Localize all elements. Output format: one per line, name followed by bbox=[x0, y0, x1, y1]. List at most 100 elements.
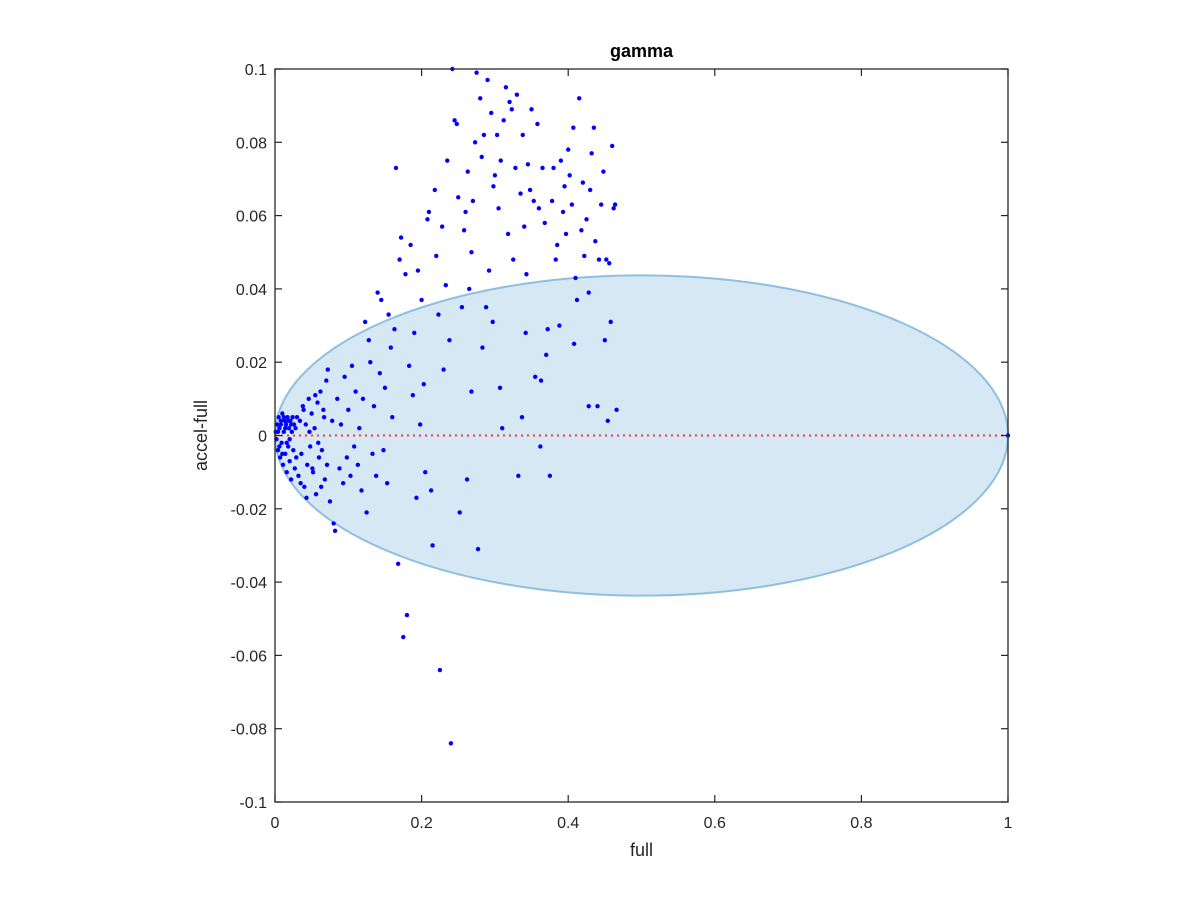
data-point bbox=[284, 469, 289, 475]
data-point bbox=[414, 495, 419, 501]
data-point bbox=[275, 447, 281, 453]
data-point bbox=[536, 206, 542, 211]
data-point bbox=[486, 268, 492, 273]
data-point bbox=[549, 198, 555, 204]
data-point bbox=[538, 378, 544, 383]
data-point bbox=[593, 239, 598, 244]
data-point bbox=[557, 323, 562, 328]
data-point bbox=[563, 231, 569, 237]
data-point bbox=[604, 257, 609, 262]
data-point bbox=[342, 374, 347, 380]
data-point bbox=[404, 612, 410, 618]
data-point bbox=[388, 345, 394, 350]
data-point bbox=[288, 477, 294, 482]
data-point bbox=[415, 268, 421, 273]
data-point bbox=[426, 209, 432, 215]
data-point bbox=[608, 319, 613, 325]
data-point bbox=[321, 407, 326, 413]
data-point bbox=[301, 407, 306, 413]
data-point bbox=[312, 425, 317, 431]
data-point bbox=[612, 202, 618, 207]
y-axis-ticks: -0.1 -0.08 -0.06 -0.04 -0.02 0 0.02 0.04 0.06 0.0… bbox=[231, 62, 1008, 812]
data-point bbox=[580, 180, 586, 185]
data-point bbox=[281, 429, 286, 435]
y-tick-label: -0.02 bbox=[231, 502, 268, 519]
data-point bbox=[457, 510, 462, 515]
data-point bbox=[278, 418, 284, 424]
data-point bbox=[538, 444, 543, 449]
data-point bbox=[294, 455, 299, 460]
x-tick-label: 1 bbox=[1004, 815, 1013, 832]
data-point bbox=[318, 484, 324, 490]
data-point bbox=[441, 367, 446, 372]
data-point bbox=[545, 327, 550, 332]
data-point bbox=[586, 403, 591, 409]
data-point bbox=[289, 429, 295, 435]
data-point bbox=[535, 121, 540, 127]
data-point bbox=[344, 455, 350, 460]
data-point bbox=[454, 121, 459, 127]
data-point bbox=[574, 297, 580, 303]
data-point bbox=[602, 338, 608, 343]
data-point bbox=[316, 455, 322, 460]
y-tick-label: -0.04 bbox=[231, 575, 268, 592]
data-point bbox=[490, 319, 495, 325]
data-point bbox=[607, 261, 612, 266]
data-point bbox=[417, 422, 423, 427]
data-point bbox=[544, 352, 549, 358]
data-point bbox=[280, 462, 286, 468]
data-point bbox=[542, 220, 547, 226]
data-point bbox=[353, 389, 358, 394]
data-point bbox=[464, 477, 470, 482]
data-point bbox=[313, 491, 319, 497]
data-point bbox=[553, 257, 558, 262]
data-point bbox=[321, 414, 327, 420]
data-point bbox=[285, 418, 291, 424]
data-point bbox=[479, 154, 484, 160]
data-point bbox=[305, 462, 310, 468]
data-point bbox=[461, 228, 467, 233]
data-point bbox=[524, 272, 529, 277]
data-point bbox=[310, 469, 316, 475]
points-layer bbox=[273, 66, 1011, 746]
data-point bbox=[443, 283, 448, 288]
data-point bbox=[346, 407, 351, 413]
data-point bbox=[611, 206, 616, 211]
x-tick-label: 0.2 bbox=[410, 815, 432, 832]
data-point bbox=[501, 118, 506, 123]
data-point bbox=[498, 158, 503, 163]
data-point bbox=[525, 162, 531, 167]
data-point bbox=[377, 370, 383, 376]
data-point bbox=[315, 400, 320, 405]
data-point bbox=[276, 414, 281, 420]
data-point bbox=[348, 473, 353, 479]
data-point bbox=[340, 480, 346, 486]
data-point bbox=[425, 217, 430, 222]
data-point bbox=[337, 466, 342, 471]
data-point bbox=[459, 305, 465, 310]
data-point bbox=[294, 414, 300, 420]
x-tick-label: 0.6 bbox=[704, 815, 726, 832]
data-point bbox=[596, 257, 602, 262]
data-point bbox=[434, 253, 439, 259]
data-point bbox=[324, 462, 330, 468]
data-point bbox=[370, 451, 375, 457]
data-point bbox=[309, 411, 314, 416]
data-point bbox=[381, 447, 386, 453]
data-point bbox=[338, 422, 344, 427]
data-point bbox=[582, 253, 587, 259]
y-tick-label: -0.1 bbox=[239, 795, 267, 812]
data-point bbox=[560, 209, 566, 215]
data-point bbox=[523, 330, 528, 336]
data-point bbox=[288, 422, 294, 427]
data-point bbox=[296, 473, 301, 479]
data-point bbox=[318, 389, 323, 394]
data-point bbox=[567, 173, 572, 178]
y-tick-label: -0.06 bbox=[231, 648, 268, 665]
data-point bbox=[283, 422, 289, 427]
data-point bbox=[513, 165, 518, 171]
data-point bbox=[529, 107, 534, 112]
data-point bbox=[467, 286, 472, 292]
data-point bbox=[366, 338, 372, 343]
